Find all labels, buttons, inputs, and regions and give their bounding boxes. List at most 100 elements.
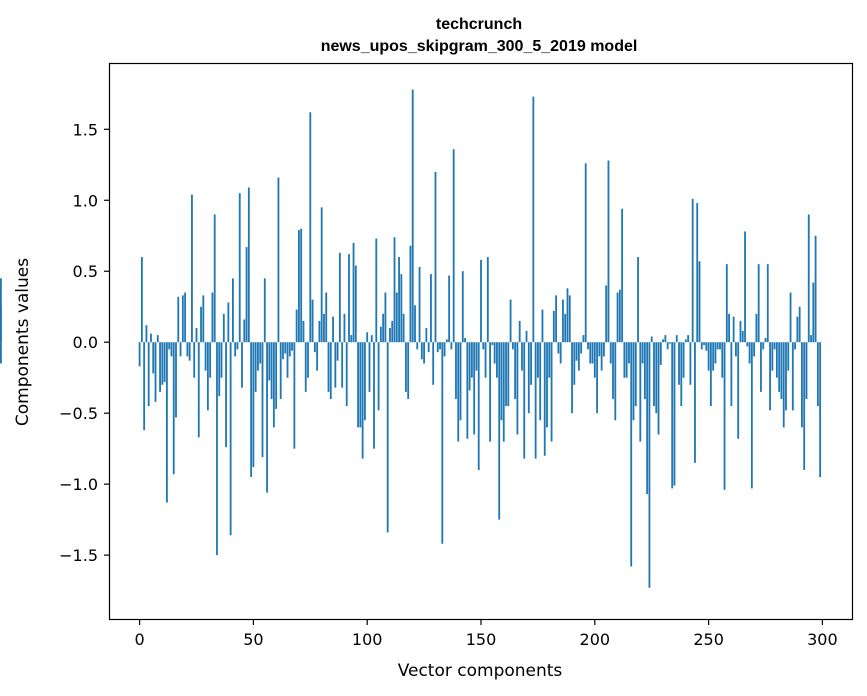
bar [318, 320, 321, 343]
bar [168, 342, 171, 350]
bar [744, 231, 746, 343]
bar [634, 342, 637, 407]
bar [416, 342, 419, 350]
chart-subtitle: news_upos_skipgram_300_5_2019 model [321, 38, 638, 55]
bar [609, 342, 612, 364]
bar [539, 342, 542, 421]
bar [143, 342, 146, 431]
bar [678, 342, 680, 385]
bar [687, 335, 690, 343]
bar [188, 342, 191, 361]
bar [377, 342, 380, 411]
bar [712, 342, 715, 371]
bar [625, 342, 628, 378]
bar [179, 342, 182, 357]
bar [477, 342, 480, 470]
bar [402, 313, 405, 343]
bar [598, 342, 601, 357]
bar [737, 342, 740, 439]
bar [675, 335, 678, 343]
bar [664, 335, 667, 343]
bar [309, 112, 312, 343]
bar [409, 245, 412, 343]
bar [473, 342, 476, 435]
bar [304, 342, 307, 392]
bar [614, 342, 617, 421]
bar [582, 335, 585, 343]
bar [735, 342, 737, 357]
bar [778, 342, 781, 392]
bar [0, 342, 2, 364]
bar [325, 292, 328, 343]
bar [209, 342, 212, 378]
bar [186, 342, 189, 357]
bar [600, 342, 603, 371]
bar [165, 342, 168, 503]
bar [177, 296, 180, 343]
bar [682, 342, 685, 378]
bar [523, 342, 526, 459]
bar [445, 339, 448, 343]
x-tick-label: 100 [352, 630, 383, 649]
bar [791, 342, 794, 411]
bar [279, 342, 282, 399]
bar [568, 295, 571, 343]
bar [323, 313, 325, 343]
bar [140, 257, 143, 343]
bar [348, 254, 350, 343]
bar [480, 259, 482, 343]
bar [746, 342, 749, 347]
bar [662, 339, 664, 343]
bar [282, 342, 284, 360]
bar [386, 342, 389, 533]
bar [753, 342, 756, 357]
bar [525, 330, 528, 343]
y-tick-label: 0.5 [73, 262, 98, 281]
y-tick-label: 1.5 [73, 120, 98, 139]
bar [316, 342, 319, 371]
bar [780, 342, 783, 399]
x-tick-label: 250 [693, 630, 724, 649]
bar [259, 342, 262, 364]
bar [298, 230, 300, 343]
bar [816, 342, 819, 407]
bar [441, 342, 444, 544]
bar [584, 163, 587, 343]
bar [673, 342, 676, 486]
bar [596, 342, 598, 414]
bar [227, 302, 230, 343]
bar [329, 342, 332, 399]
bar [730, 342, 733, 407]
bar [555, 295, 558, 343]
bar [461, 271, 464, 343]
bar [496, 342, 498, 378]
bar [145, 325, 148, 343]
bar [493, 342, 496, 364]
bar [612, 342, 614, 399]
bar [350, 335, 353, 343]
bar [270, 342, 273, 399]
bar [163, 342, 166, 382]
bar [530, 342, 532, 385]
x-tick-label: 300 [807, 630, 838, 649]
bar [760, 342, 762, 392]
bar [373, 342, 375, 449]
bar [336, 342, 339, 361]
bar [789, 292, 792, 343]
bar [714, 342, 717, 364]
y-tick-label: −1.0 [59, 475, 98, 494]
y-tick-label: −1.5 [59, 546, 98, 565]
bar [420, 342, 423, 360]
bar [359, 342, 362, 428]
bar [575, 342, 578, 361]
bar [618, 289, 621, 343]
bar [423, 342, 426, 364]
bar [191, 194, 193, 343]
bar [703, 342, 705, 346]
bar [234, 342, 237, 357]
bar [723, 342, 726, 490]
bar [245, 247, 248, 343]
bar [509, 299, 512, 343]
bar [491, 342, 494, 346]
